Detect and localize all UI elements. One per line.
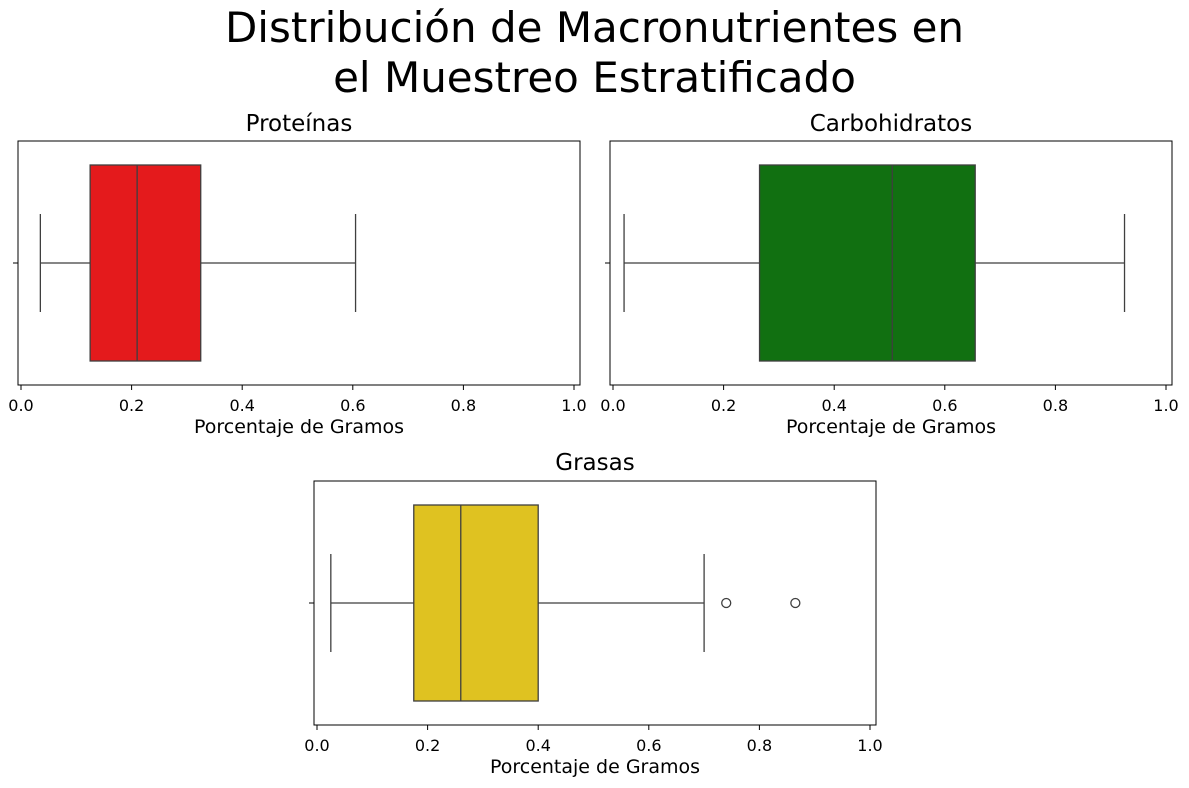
box-carbohidratos	[758, 164, 976, 362]
figure-title-line-2: el Muestreo Estratificado	[333, 53, 856, 102]
x-tick-label-carbohidratos-5: 1.0	[1153, 396, 1178, 415]
panel-title-carbohidratos: Carbohidratos	[809, 111, 973, 137]
outlier-point-grasas-1	[790, 597, 801, 609]
x-tick-label-carbohidratos-4: 0.8	[1043, 396, 1068, 415]
x-tick-label-carbohidratos-1: 0.2	[711, 396, 736, 415]
xlabel-carbohidratos: Porcentaje de Gramos	[785, 416, 997, 438]
x-tick-label-proteinas-1: 0.2	[119, 396, 144, 415]
x-tick-label-grasas-1: 0.2	[415, 736, 440, 755]
x-tick-label-grasas-5: 1.0	[857, 736, 882, 755]
x-tick-label-carbohidratos-3: 0.6	[932, 396, 957, 415]
x-tick-label-grasas-2: 0.4	[525, 736, 550, 755]
x-tick-label-proteinas-2: 0.4	[229, 396, 254, 415]
x-tick-label-proteinas-3: 0.6	[340, 396, 365, 415]
x-tick-label-grasas-3: 0.6	[636, 736, 661, 755]
figure-title-line-1: Distribución de Macronutrientes en	[224, 3, 965, 52]
panel-title-grasas: Grasas	[555, 450, 635, 476]
outlier-point-grasas-0	[721, 597, 732, 609]
x-tick-label-proteinas-4: 0.8	[451, 396, 476, 415]
x-tick-label-proteinas-5: 1.0	[561, 396, 586, 415]
panel-title-proteinas: Proteínas	[245, 111, 353, 137]
x-tick-label-grasas-4: 0.8	[747, 736, 772, 755]
box-proteinas	[89, 164, 202, 362]
x-tick-label-grasas-0: 0.0	[304, 736, 329, 755]
x-tick-label-carbohidratos-0: 0.0	[600, 396, 625, 415]
x-tick-label-carbohidratos-2: 0.4	[821, 396, 846, 415]
xlabel-grasas: Porcentaje de Gramos	[489, 756, 701, 778]
box-grasas	[413, 504, 539, 702]
xlabel-proteinas: Porcentaje de Gramos	[193, 416, 405, 438]
x-tick-label-proteinas-0: 0.0	[8, 396, 33, 415]
